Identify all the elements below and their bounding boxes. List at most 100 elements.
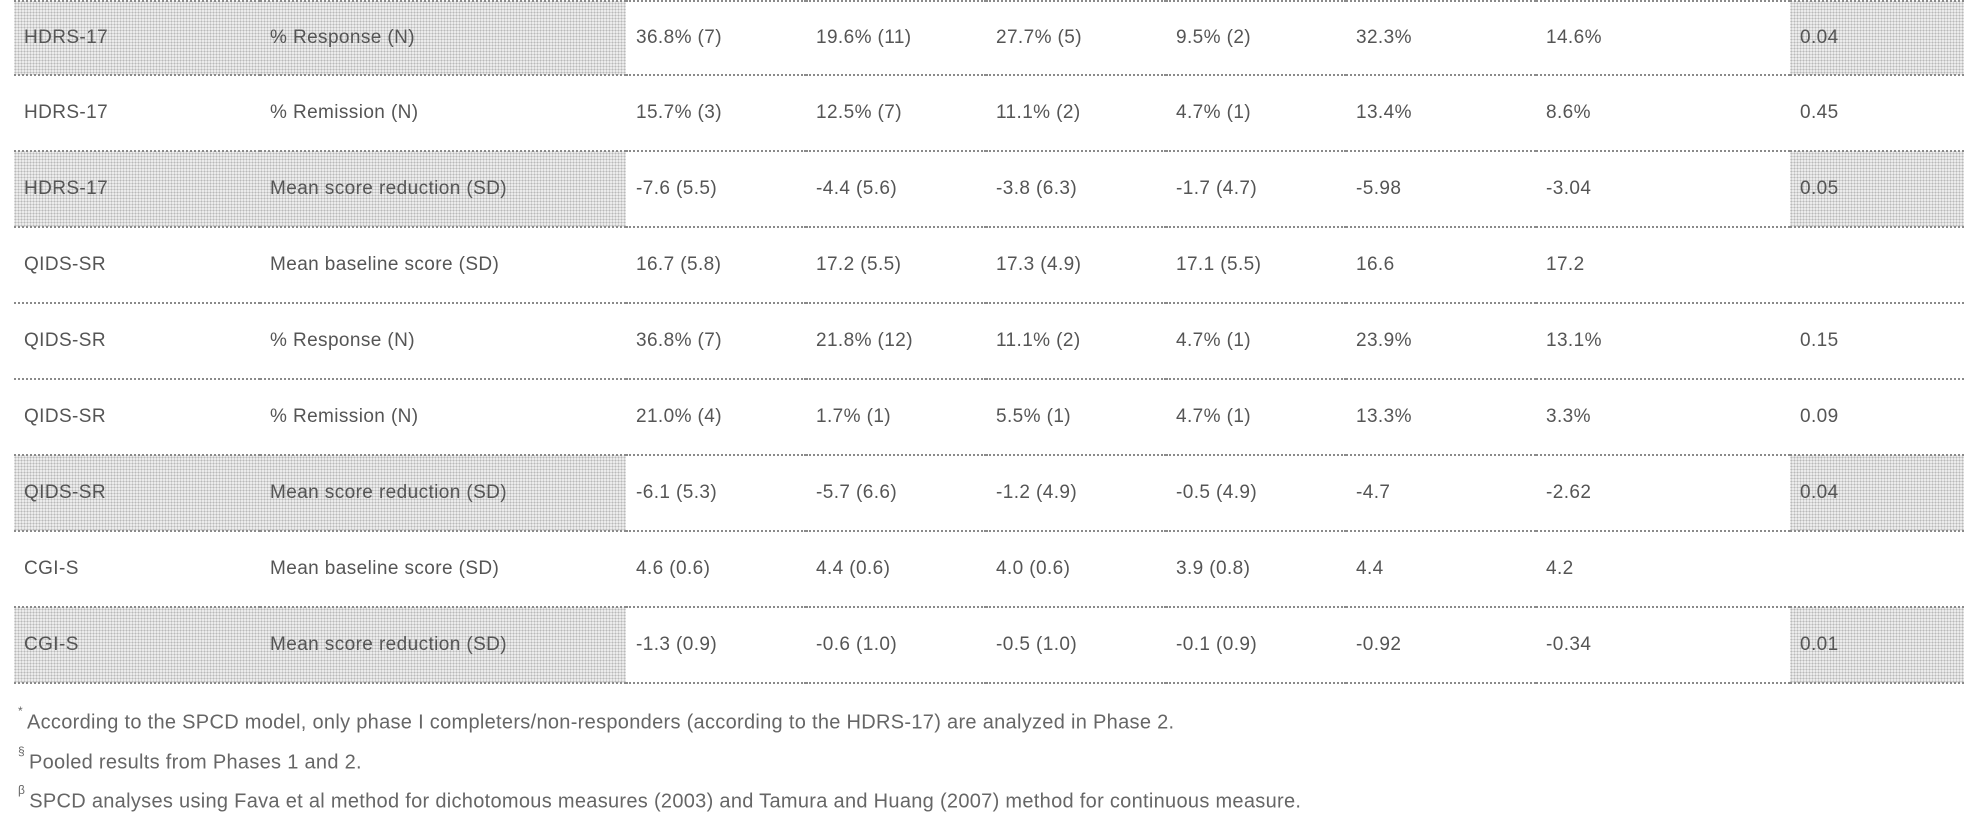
p-value-cell: 0.04 <box>1790 455 1964 531</box>
measure-cell: QIDS-SR <box>14 455 260 531</box>
pooled-value-cell: 14.6% <box>1536 1 1790 75</box>
value-cell: 19.6% (11) <box>806 1 986 75</box>
table-row: HDRS-17% Remission (N)15.7% (3)12.5% (7)… <box>14 75 1964 151</box>
value-cell: -7.6 (5.5) <box>626 151 806 227</box>
table-row: QIDS-SR% Response (N)36.8% (7)21.8% (12)… <box>14 303 1964 379</box>
measure-cell: HDRS-17 <box>14 75 260 151</box>
p-value-cell: 0.05 <box>1790 151 1964 227</box>
metric-cell: Mean baseline score (SD) <box>260 531 626 607</box>
value-cell: 36.8% (7) <box>626 303 806 379</box>
value-cell: -1.2 (4.9) <box>986 455 1166 531</box>
value-cell: -5.7 (6.6) <box>806 455 986 531</box>
pooled-value-cell: -3.04 <box>1536 151 1790 227</box>
value-cell: 36.8% (7) <box>626 1 806 75</box>
value-cell: 3.9 (0.8) <box>1166 531 1346 607</box>
footnote-mark: § <box>18 744 25 758</box>
measure-cell: QIDS-SR <box>14 379 260 455</box>
value-cell: 4.7% (1) <box>1166 379 1346 455</box>
metric-cell: Mean score reduction (SD) <box>260 455 626 531</box>
pooled-value-cell: -0.34 <box>1536 607 1790 683</box>
value-cell: 17.3 (4.9) <box>986 227 1166 303</box>
p-value-cell: 0.01 <box>1790 607 1964 683</box>
value-cell: 4.4 (0.6) <box>806 531 986 607</box>
value-cell: 11.1% (2) <box>986 75 1166 151</box>
value-cell: 12.5% (7) <box>806 75 986 151</box>
pooled-value-cell: 4.4 <box>1346 531 1536 607</box>
measure-cell: CGI-S <box>14 607 260 683</box>
pooled-value-cell: -0.92 <box>1346 607 1536 683</box>
metric-cell: Mean score reduction (SD) <box>260 151 626 227</box>
table-row: HDRS-17% Response (N)36.8% (7)19.6% (11)… <box>14 1 1964 75</box>
results-table-body: HDRS-17% Response (N)36.8% (7)19.6% (11)… <box>14 1 1964 683</box>
metric-cell: % Remission (N) <box>260 75 626 151</box>
table-row: CGI-SMean baseline score (SD)4.6 (0.6)4.… <box>14 531 1964 607</box>
value-cell: -6.1 (5.3) <box>626 455 806 531</box>
value-cell: 21.8% (12) <box>806 303 986 379</box>
value-cell: 9.5% (2) <box>1166 1 1346 75</box>
value-cell: 4.0 (0.6) <box>986 531 1166 607</box>
value-cell: 17.1 (5.5) <box>1166 227 1346 303</box>
value-cell: 1.7% (1) <box>806 379 986 455</box>
footnotes: * According to the SPCD model, only phase… <box>18 700 1958 819</box>
pooled-value-cell: -2.62 <box>1536 455 1790 531</box>
pooled-value-cell: 13.1% <box>1536 303 1790 379</box>
pooled-value-cell: 13.3% <box>1346 379 1536 455</box>
measure-cell: HDRS-17 <box>14 151 260 227</box>
value-cell: -0.1 (0.9) <box>1166 607 1346 683</box>
table-row: QIDS-SRMean baseline score (SD)16.7 (5.8… <box>14 227 1964 303</box>
pooled-value-cell: 4.2 <box>1536 531 1790 607</box>
table-row: QIDS-SR% Remission (N)21.0% (4)1.7% (1)5… <box>14 379 1964 455</box>
table-row: QIDS-SRMean score reduction (SD)-6.1 (5.… <box>14 455 1964 531</box>
footnote-mark: β <box>18 783 25 797</box>
value-cell: -0.5 (4.9) <box>1166 455 1346 531</box>
p-value-cell <box>1790 227 1964 303</box>
value-cell: -3.8 (6.3) <box>986 151 1166 227</box>
measure-cell: QIDS-SR <box>14 227 260 303</box>
pooled-value-cell: 8.6% <box>1536 75 1790 151</box>
footnote: β SPCD analyses using Fava et al method f… <box>18 779 1958 819</box>
footnote-text: According to the SPCD model, only phase … <box>27 712 1174 734</box>
metric-cell: % Response (N) <box>260 303 626 379</box>
measure-cell: QIDS-SR <box>14 303 260 379</box>
pooled-value-cell: 17.2 <box>1536 227 1790 303</box>
value-cell: 16.7 (5.8) <box>626 227 806 303</box>
value-cell: -0.6 (1.0) <box>806 607 986 683</box>
pooled-value-cell: 23.9% <box>1346 303 1536 379</box>
footnote-text: SPCD analyses using Fava et al method fo… <box>29 791 1301 813</box>
results-table-container: HDRS-17% Response (N)36.8% (7)19.6% (11)… <box>14 0 1964 684</box>
p-value-cell: 0.04 <box>1790 1 1964 75</box>
value-cell: 17.2 (5.5) <box>806 227 986 303</box>
metric-cell: % Remission (N) <box>260 379 626 455</box>
p-value-cell: 0.09 <box>1790 379 1964 455</box>
value-cell: 4.7% (1) <box>1166 75 1346 151</box>
pooled-value-cell: 16.6 <box>1346 227 1536 303</box>
measure-cell: CGI-S <box>14 531 260 607</box>
pooled-value-cell: -5.98 <box>1346 151 1536 227</box>
p-value-cell: 0.45 <box>1790 75 1964 151</box>
table-row: CGI-SMean score reduction (SD)-1.3 (0.9)… <box>14 607 1964 683</box>
value-cell: 15.7% (3) <box>626 75 806 151</box>
footnote: * According to the SPCD model, only phase… <box>18 700 1958 740</box>
pooled-value-cell: 13.4% <box>1346 75 1536 151</box>
value-cell: -0.5 (1.0) <box>986 607 1166 683</box>
p-value-cell <box>1790 531 1964 607</box>
value-cell: -1.7 (4.7) <box>1166 151 1346 227</box>
table-row: HDRS-17Mean score reduction (SD)-7.6 (5.… <box>14 151 1964 227</box>
metric-cell: Mean score reduction (SD) <box>260 607 626 683</box>
value-cell: 4.7% (1) <box>1166 303 1346 379</box>
metric-cell: % Response (N) <box>260 1 626 75</box>
footnote-text: Pooled results from Phases 1 and 2. <box>29 751 362 773</box>
value-cell: -1.3 (0.9) <box>626 607 806 683</box>
metric-cell: Mean baseline score (SD) <box>260 227 626 303</box>
measure-cell: HDRS-17 <box>14 1 260 75</box>
value-cell: 27.7% (5) <box>986 1 1166 75</box>
p-value-cell: 0.15 <box>1790 303 1964 379</box>
footnote: § Pooled results from Phases 1 and 2. <box>18 740 1958 780</box>
value-cell: 11.1% (2) <box>986 303 1166 379</box>
value-cell: -4.4 (5.6) <box>806 151 986 227</box>
results-table: HDRS-17% Response (N)36.8% (7)19.6% (11)… <box>14 0 1964 684</box>
value-cell: 5.5% (1) <box>986 379 1166 455</box>
pooled-value-cell: -4.7 <box>1346 455 1536 531</box>
value-cell: 4.6 (0.6) <box>626 531 806 607</box>
footnote-mark: * <box>18 704 23 718</box>
